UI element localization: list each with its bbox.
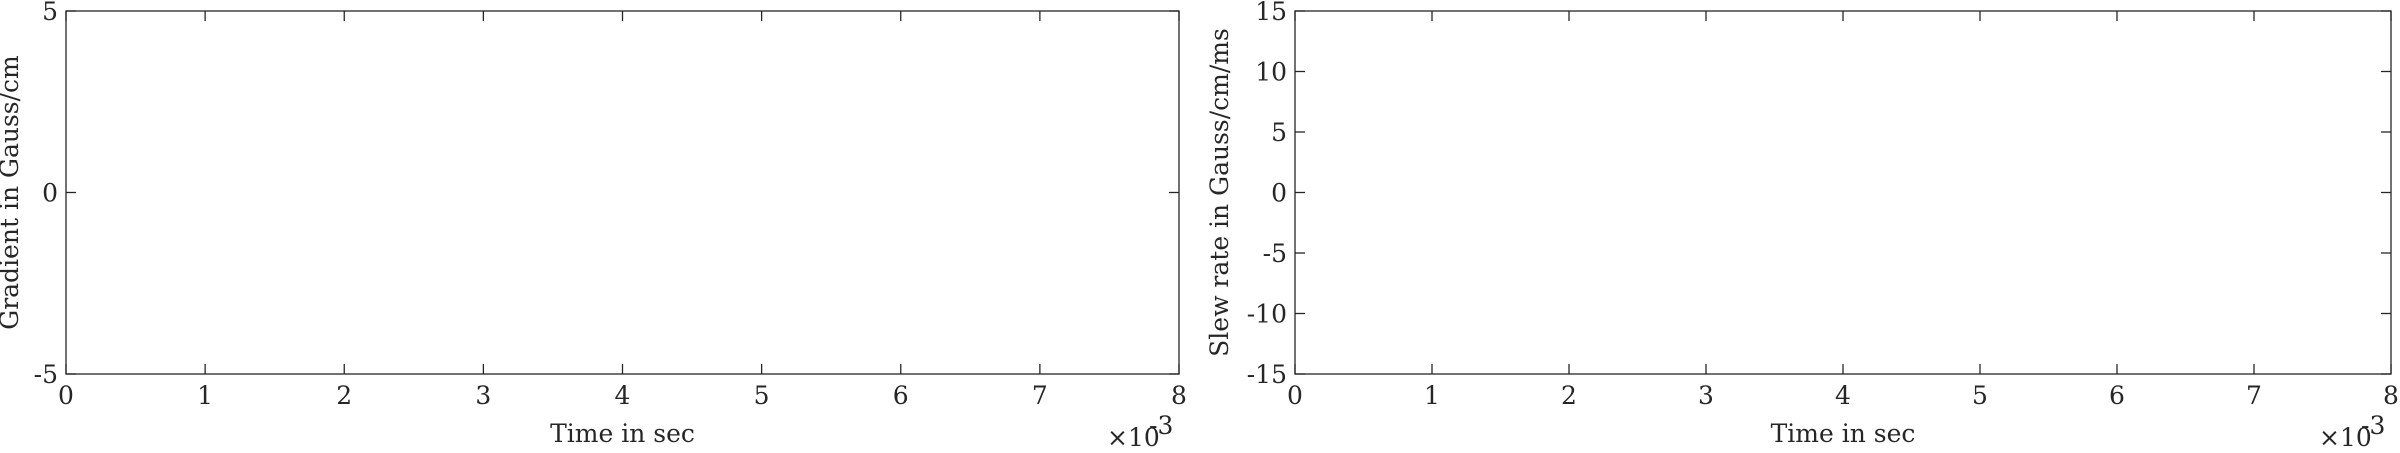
- x-tick-label: 5: [754, 381, 770, 410]
- x-tick-label: 1: [197, 381, 213, 410]
- x-axis-label: Time in sec: [550, 419, 695, 448]
- x-tick-label: 2: [1561, 381, 1577, 410]
- x-tick-label: 7: [1032, 381, 1048, 410]
- x-tick-label: 1: [1424, 381, 1440, 410]
- x-tick-label: 6: [893, 381, 909, 410]
- y-tick-label: 0: [42, 179, 58, 208]
- y-tick-label: 0: [1271, 179, 1287, 208]
- x-tick-label: 6: [2109, 381, 2125, 410]
- x-tick-label: 3: [1698, 381, 1714, 410]
- y-axis-label: Gradient in Gauss/cm: [0, 55, 24, 330]
- x-tick-label: 4: [1835, 381, 1851, 410]
- axes-box: [65, 10, 1180, 375]
- x-scale-base: ×10: [1107, 423, 1160, 452]
- x-tick-label: 0: [58, 381, 74, 410]
- x-tick-label: 0: [1287, 381, 1303, 410]
- y-tick-label: -5: [34, 360, 58, 389]
- x-scale-exponent: -3: [2361, 411, 2385, 440]
- y-tick-label: -10: [1247, 300, 1287, 329]
- x-scale-exponent: -3: [1149, 411, 1173, 440]
- x-tick-label: 2: [336, 381, 352, 410]
- x-tick-label: 5: [1972, 381, 1988, 410]
- y-tick-label: 5: [1271, 118, 1287, 147]
- x-tick-label: 3: [475, 381, 491, 410]
- x-tick-label: 4: [615, 381, 631, 410]
- x-scale-base: ×10: [2319, 423, 2372, 452]
- x-tick-label: 7: [2246, 381, 2262, 410]
- y-tick-label: 5: [42, 0, 58, 26]
- y-tick-label: 10: [1255, 58, 1287, 87]
- y-tick-label: 15: [1255, 0, 1287, 26]
- axes-box: [1294, 10, 2392, 375]
- x-tick-label: 8: [1171, 381, 1187, 410]
- x-axis-label: Time in sec: [1771, 419, 1916, 448]
- y-tick-label: -5: [1263, 239, 1287, 268]
- y-tick-label: -15: [1247, 360, 1287, 389]
- x-tick-label: 8: [2383, 381, 2399, 410]
- y-axis-label: Slew rate in Gauss/cm/ms: [1205, 28, 1234, 357]
